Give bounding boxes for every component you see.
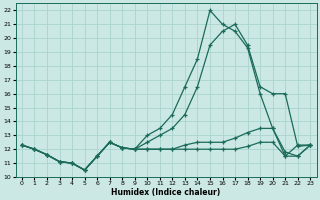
X-axis label: Humidex (Indice chaleur): Humidex (Indice chaleur) xyxy=(111,188,221,197)
